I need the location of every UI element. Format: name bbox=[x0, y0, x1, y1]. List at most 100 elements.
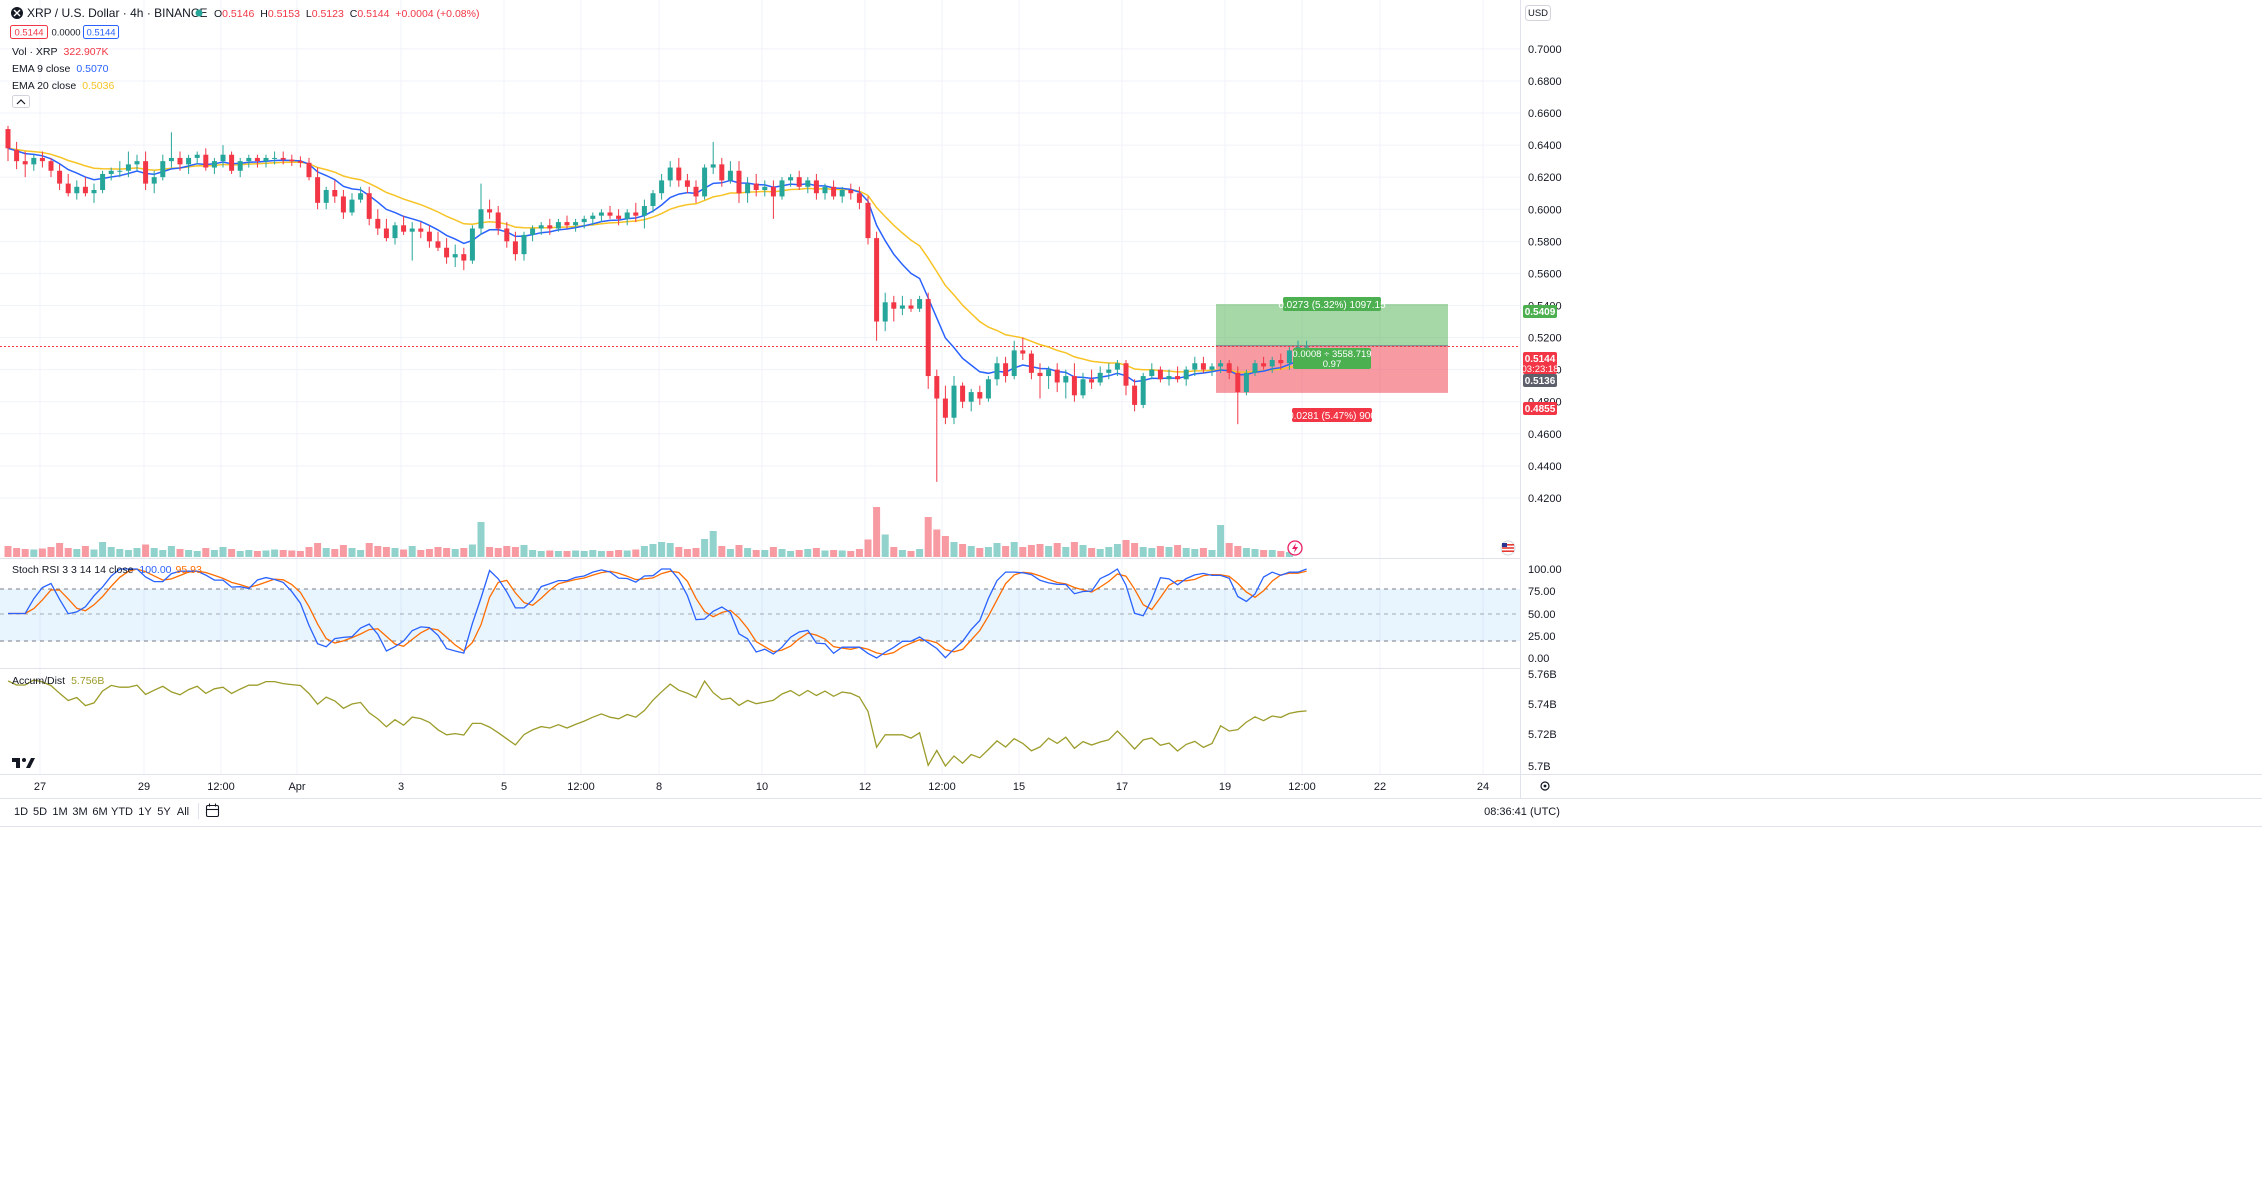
volume-bar bbox=[744, 548, 752, 557]
volume-bar bbox=[993, 543, 1001, 557]
xrp-logo-mark bbox=[13, 9, 21, 17]
volume-bar bbox=[580, 551, 588, 557]
candle-body bbox=[315, 177, 321, 203]
candle-body bbox=[1089, 379, 1095, 383]
us-flag-icon[interactable] bbox=[1500, 540, 1516, 556]
candle-body bbox=[512, 241, 518, 255]
candle-body bbox=[882, 302, 888, 322]
price-tick: 0.4400 bbox=[1528, 461, 1562, 473]
candle-body bbox=[1028, 353, 1034, 373]
candle-body bbox=[521, 234, 527, 255]
range-ytd[interactable]: YTD bbox=[111, 806, 133, 818]
volume-bar bbox=[1191, 549, 1199, 557]
svg-text:27: 27 bbox=[34, 781, 46, 793]
range-1m[interactable]: 1M bbox=[52, 806, 67, 818]
candle-body bbox=[444, 247, 450, 258]
range-1y[interactable]: 1Y bbox=[138, 806, 152, 818]
candle-body bbox=[426, 231, 432, 242]
candle-body bbox=[848, 190, 854, 194]
symbol-header[interactable]: XRP / U.S. Dollar · 4h · BINANCE O0.5146… bbox=[11, 6, 479, 20]
sell-button[interactable] bbox=[10, 25, 48, 39]
candle-body bbox=[1175, 376, 1181, 380]
volume-bar bbox=[529, 550, 537, 557]
candle-body bbox=[22, 161, 28, 165]
volume-bar bbox=[460, 548, 468, 557]
candle-body bbox=[254, 157, 260, 162]
volume-bar bbox=[752, 550, 760, 557]
candle-body bbox=[977, 392, 983, 399]
range-3m[interactable]: 3M bbox=[72, 806, 87, 818]
volume-bar bbox=[331, 549, 339, 557]
indicator-legend[interactable]: Vol · XRP 322.907K EMA 9 close 0.5070 EMA … bbox=[12, 46, 114, 92]
candle-body bbox=[1063, 376, 1069, 383]
candle-body bbox=[985, 379, 991, 399]
gear-icon[interactable] bbox=[1540, 781, 1550, 791]
price-axis[interactable]: 0.7000 0.6800 0.6600 0.6400 0.6200 0.6000 0.58… bbox=[1528, 44, 1562, 505]
price-label-target: 0.5409 bbox=[1523, 305, 1557, 318]
range-5y[interactable]: 5Y bbox=[157, 806, 171, 818]
candle-body bbox=[796, 177, 802, 187]
utc-clock[interactable]: 08:36:41 (UTC) bbox=[1484, 806, 1560, 818]
volume-bar bbox=[718, 546, 726, 557]
accum-dist-legend[interactable]: Accum/Dist 5.756B bbox=[12, 675, 104, 687]
volume-bar bbox=[1225, 543, 1233, 557]
candle-body bbox=[874, 238, 880, 322]
accum-dist-axis[interactable]: 5.76B 5.74B 5.72B 5.7B bbox=[1528, 669, 1557, 773]
candle-body bbox=[702, 167, 708, 197]
candle-body bbox=[925, 299, 931, 377]
candle-body bbox=[168, 157, 174, 162]
range-1d[interactable]: 1D bbox=[14, 806, 28, 818]
svg-text:0.5144: 0.5144 bbox=[14, 28, 43, 39]
candle-body bbox=[788, 177, 794, 181]
tradingview-logo[interactable] bbox=[12, 758, 35, 768]
stoch-axis[interactable]: 100.00 75.00 50.00 25.00 0.00 bbox=[1528, 564, 1562, 665]
candle-body bbox=[676, 167, 682, 181]
range-5d[interactable]: 5D bbox=[33, 806, 47, 818]
range-all[interactable]: All bbox=[177, 806, 189, 818]
volume-bar bbox=[374, 546, 382, 557]
candle-body bbox=[289, 159, 295, 162]
candle-body bbox=[641, 206, 647, 216]
timeframe-toolbar[interactable]: 1D 5D 1M 3M 6M YTD 1Y 5Y All bbox=[14, 803, 220, 819]
candle-body bbox=[39, 157, 45, 162]
volume-bar bbox=[898, 550, 906, 557]
volume-bar bbox=[21, 549, 29, 557]
svg-text:03:23:18: 03:23:18 bbox=[1522, 364, 1559, 375]
candle-body bbox=[143, 161, 149, 184]
currency-button[interactable]: USD bbox=[1525, 5, 1551, 21]
svg-text:0.4855: 0.4855 bbox=[1525, 404, 1556, 415]
lightning-icon[interactable] bbox=[1287, 540, 1303, 556]
volume-bar bbox=[804, 549, 812, 557]
price-tick: 0.6000 bbox=[1528, 204, 1562, 216]
candle-body bbox=[1261, 363, 1267, 367]
symbol-title[interactable]: XRP / U.S. Dollar · 4h · BINANCE bbox=[27, 6, 208, 20]
volume-bar bbox=[821, 550, 829, 557]
range-6m[interactable]: 6M bbox=[92, 806, 107, 818]
candle-body bbox=[908, 305, 914, 309]
buy-button[interactable] bbox=[83, 25, 119, 39]
volume-bar bbox=[933, 529, 941, 557]
volume-bar bbox=[881, 534, 889, 557]
bid-ask-widget[interactable]: 0.5144 0.0000 0.5144 bbox=[10, 25, 119, 39]
candle-body bbox=[108, 170, 114, 174]
candle-body bbox=[616, 215, 622, 219]
volume-bar bbox=[142, 544, 150, 557]
candle-body bbox=[349, 199, 355, 213]
volume-bar bbox=[847, 551, 855, 557]
calendar-icon[interactable] bbox=[205, 803, 220, 818]
candle-body bbox=[1071, 376, 1077, 396]
volume-bar bbox=[124, 550, 132, 557]
collapse-legend-button[interactable] bbox=[12, 95, 30, 108]
svg-text:USD: USD bbox=[1528, 8, 1548, 19]
stoch-rsi-legend[interactable]: Stoch RSI 3 3 14 14 close 100.00 95.93 bbox=[12, 564, 202, 576]
svg-text:50.00: 50.00 bbox=[1528, 609, 1556, 621]
volume-bar bbox=[537, 551, 545, 557]
time-axis[interactable]: 27 29 12:00 Apr 3 5 12:00 8 10 12 12:00 … bbox=[34, 781, 1489, 793]
volume-bar bbox=[1165, 547, 1173, 557]
volume-bar bbox=[1036, 544, 1044, 557]
candle-body bbox=[917, 299, 923, 309]
volume-bar bbox=[81, 546, 89, 557]
